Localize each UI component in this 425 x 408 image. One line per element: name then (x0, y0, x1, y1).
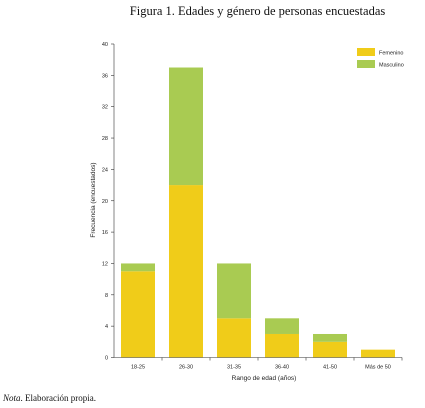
y-tick-label: 8 (105, 293, 108, 299)
bar-femenino-0 (121, 271, 155, 358)
bar-femenino-5 (361, 349, 395, 358)
x-axis-title: Rango de edad (años) (232, 375, 297, 382)
legend-label-masculino: Masculino (379, 63, 404, 69)
legend: Femenino Masculino (357, 48, 404, 69)
x-tick-label: 31-35 (227, 365, 241, 371)
bar-masculino-3 (265, 318, 299, 334)
x-tick-label: 18-25 (131, 365, 145, 371)
y-axis: 0 4 8 12 16 20 24 28 32 36 40 (102, 42, 114, 362)
x-axis: 18-25 26-30 31-35 36-40 41-50 Más de 50 (131, 357, 403, 371)
y-tick-label: 28 (102, 136, 108, 142)
bar-masculino-2 (217, 263, 251, 319)
figure-note: Nota. Elaboración propia. (3, 393, 96, 403)
legend-label-femenino: Femenino (379, 51, 403, 57)
bar-masculino-0 (121, 263, 155, 272)
x-tick-label: Más de 50 (365, 365, 391, 371)
bar-masculino-1 (169, 67, 203, 186)
legend-swatch-masculino (357, 60, 375, 68)
y-tick-label: 20 (102, 199, 108, 205)
y-axis-title: Frecuencia (encuestados) (90, 162, 97, 237)
bar-femenino-1 (169, 185, 203, 358)
y-tick-label: 4 (105, 324, 108, 330)
x-tick-label: 41-50 (323, 365, 337, 371)
y-tick-label: 32 (102, 105, 108, 111)
bar-femenino-3 (265, 333, 299, 358)
bar-masculino-4 (313, 333, 347, 342)
y-tick-label: 16 (102, 230, 108, 236)
y-tick-label: 12 (102, 261, 108, 267)
x-tick-label: 36-40 (275, 365, 289, 371)
bar-femenino-2 (217, 318, 251, 358)
figure-title: Figura 1. Edades y género de personas en… (129, 4, 386, 18)
note-label: Nota (3, 393, 21, 403)
note-text: . Elaboración propia. (20, 393, 96, 403)
y-tick-label: 40 (102, 42, 108, 48)
bar-series (121, 67, 395, 358)
y-tick-label: 24 (102, 167, 108, 173)
legend-swatch-femenino (357, 48, 375, 56)
y-tick-label: 0 (105, 356, 108, 362)
bar-femenino-4 (313, 341, 347, 358)
x-tick-label: 26-30 (179, 365, 193, 371)
y-tick-label: 36 (102, 73, 108, 79)
